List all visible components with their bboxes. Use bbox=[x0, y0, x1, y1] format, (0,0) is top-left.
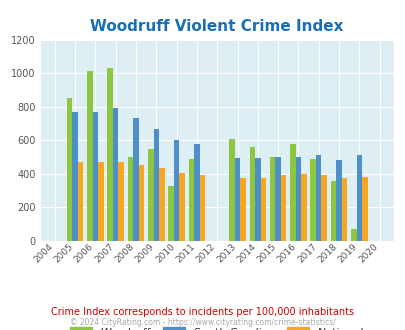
Bar bbox=[275, 157, 280, 241]
Bar bbox=[295, 157, 301, 241]
Bar bbox=[113, 108, 118, 241]
Bar bbox=[67, 98, 72, 241]
Bar bbox=[321, 175, 326, 241]
Bar bbox=[78, 162, 83, 241]
Bar bbox=[87, 72, 92, 241]
Bar bbox=[315, 155, 321, 241]
Title: Woodruff Violent Crime Index: Woodruff Violent Crime Index bbox=[90, 19, 343, 34]
Bar bbox=[269, 157, 275, 241]
Bar bbox=[179, 173, 184, 241]
Bar bbox=[98, 162, 103, 241]
Bar bbox=[280, 176, 286, 241]
Bar bbox=[153, 128, 159, 241]
Bar bbox=[361, 177, 367, 241]
Bar bbox=[301, 174, 306, 241]
Bar bbox=[356, 155, 361, 241]
Legend: Woodruff, South Carolina, National: Woodruff, South Carolina, National bbox=[65, 323, 368, 330]
Text: Crime Index corresponds to incidents per 100,000 inhabitants: Crime Index corresponds to incidents per… bbox=[51, 307, 354, 317]
Bar bbox=[159, 168, 164, 241]
Bar bbox=[350, 229, 356, 241]
Bar bbox=[133, 117, 139, 241]
Bar bbox=[139, 165, 144, 241]
Bar bbox=[240, 178, 245, 241]
Bar bbox=[290, 144, 295, 241]
Bar bbox=[148, 148, 153, 241]
Text: © 2024 CityRating.com - https://www.cityrating.com/crime-statistics/: © 2024 CityRating.com - https://www.city… bbox=[70, 318, 335, 327]
Bar bbox=[229, 139, 234, 241]
Bar bbox=[199, 176, 205, 241]
Bar bbox=[260, 178, 265, 241]
Bar bbox=[118, 162, 124, 241]
Bar bbox=[249, 147, 254, 241]
Bar bbox=[92, 112, 98, 241]
Bar bbox=[168, 185, 173, 241]
Bar bbox=[335, 159, 341, 241]
Bar bbox=[234, 158, 240, 241]
Bar bbox=[72, 112, 78, 241]
Bar bbox=[194, 145, 199, 241]
Bar bbox=[107, 68, 113, 241]
Bar bbox=[330, 182, 335, 241]
Bar bbox=[188, 159, 194, 241]
Bar bbox=[310, 159, 315, 241]
Bar bbox=[128, 157, 133, 241]
Bar bbox=[254, 158, 260, 241]
Bar bbox=[341, 178, 346, 241]
Bar bbox=[173, 140, 179, 241]
